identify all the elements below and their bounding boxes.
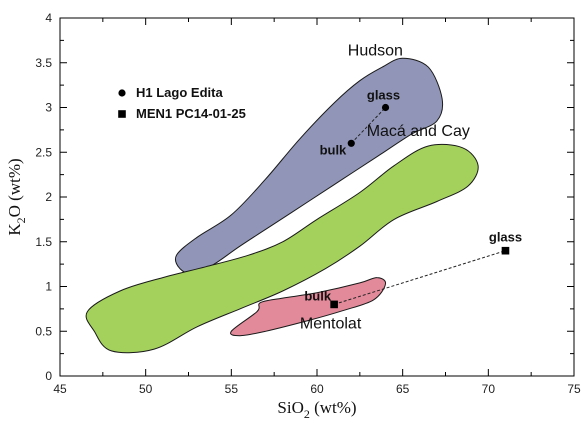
tie-line-h1-lago-edita: [350, 107, 386, 144]
y-tick-label: 1: [45, 280, 52, 294]
field-maca-and-cay: [85, 143, 479, 354]
field-labels-layer: Hudson Macá and Cay Mentolat: [300, 43, 470, 333]
tie-lines-layer: [333, 107, 506, 305]
y-axis-title: K2O (wt%): [5, 158, 28, 235]
point-labels-layer: bulk glass bulk glass: [304, 88, 522, 304]
tie-line-men1-pc14-01-25: [333, 250, 506, 305]
field-label-hudson: Hudson: [348, 43, 403, 60]
x-axis-title-suffix: (wt%): [310, 398, 357, 417]
y-tick-label: 1.5: [35, 235, 52, 249]
field-mentolat: [230, 277, 387, 337]
point-h1-lago-edita-bulk: [347, 139, 355, 147]
point-h1-lago-edita-glass: [381, 103, 390, 112]
point-label-h1-lago-edita-bulk: bulk: [320, 142, 347, 157]
x-tick-label: 50: [139, 382, 153, 396]
x-tick-label: 45: [53, 382, 67, 396]
legend-marker-men1-pc14-01-25: [118, 110, 126, 118]
y-axis-title-prefix: K: [5, 223, 24, 236]
y-tick-label: 3: [45, 101, 52, 115]
legend-label-h1-lago-edita: H1 Lago Edita: [136, 85, 223, 100]
y-tick-label: 0: [45, 369, 52, 383]
field-label-maca-and-cay: Macá and Cay: [367, 123, 470, 140]
point-label-h1-lago-edita-glass: glass: [367, 88, 400, 103]
field-label-mentolat: Mentolat: [300, 316, 362, 333]
point-men1-pc14-01-25-glass: [501, 246, 510, 255]
fields-layer: [85, 57, 479, 354]
y-tick-label: 2: [45, 190, 52, 204]
x-tick-label: 65: [396, 382, 410, 396]
x-axis-title-subscript: 2: [304, 407, 310, 421]
legend-marker-h1-lago-edita: [118, 89, 126, 97]
point-label-men1-pc14-01-25-glass: glass: [489, 230, 522, 245]
y-tick-label: 2.5: [35, 145, 52, 159]
x-axis-title-prefix: SiO: [277, 398, 303, 417]
x-tick-label: 75: [567, 382, 581, 396]
y-tick-label: 3.5: [35, 56, 52, 70]
point-label-men1-pc14-01-25-bulk: bulk: [304, 288, 331, 303]
points-layer: [330, 103, 510, 309]
x-tick-label: 60: [310, 382, 324, 396]
point-men1-pc14-01-25-bulk: [330, 300, 338, 309]
y-tick-label: 0.5: [35, 324, 52, 338]
y-tick-label: 4: [45, 11, 52, 25]
field-hudson: [174, 57, 444, 275]
legend-label-men1-pc14-01-25: MEN1 PC14-01-25: [136, 106, 246, 121]
x-tick-label: 70: [482, 382, 496, 396]
x-axis-title: SiO2 (wt%): [277, 398, 356, 421]
x-tick-label: 55: [225, 382, 239, 396]
ticks-layer: 45 50 55 60 65 70 75 0 0.5 1 1.5 2 2.5 3 3.5 4: [35, 11, 581, 396]
legend: H1 Lago Edita MEN1 PC14-01-25: [118, 85, 246, 121]
y-axis-title-suffix: O (wt%): [5, 158, 24, 217]
y-axis-title-subscript: 2: [14, 217, 28, 223]
